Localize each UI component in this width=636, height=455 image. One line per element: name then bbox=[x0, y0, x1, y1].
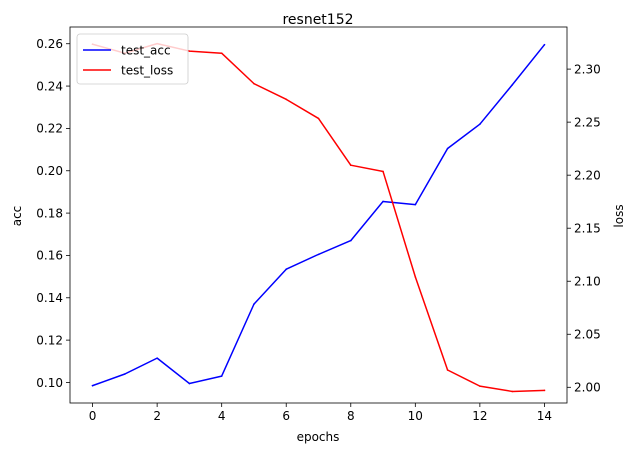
x-axis-label: epochs bbox=[297, 430, 340, 444]
data-point-test_acc-6 bbox=[285, 268, 288, 270]
y-right-tick-label: 2.25 bbox=[574, 115, 601, 129]
data-point-test_loss-7 bbox=[317, 117, 320, 120]
data-point-test_acc-2 bbox=[156, 357, 158, 359]
data-point-test_acc-5 bbox=[253, 303, 255, 305]
data-point-test_loss-13 bbox=[511, 390, 513, 393]
y-left-tick-label: 0.12 bbox=[36, 333, 63, 347]
data-point-test_acc-8 bbox=[349, 239, 352, 242]
data-point-test_loss-9 bbox=[382, 170, 384, 173]
data-point-test_acc-14 bbox=[543, 43, 546, 46]
x-tick-label: 12 bbox=[472, 409, 487, 423]
y-axis-label-left: acc bbox=[10, 206, 24, 227]
y-right-tick-label: 2.30 bbox=[574, 62, 601, 76]
x-tick-label: 2 bbox=[153, 409, 161, 423]
data-point-test_loss-14 bbox=[543, 389, 546, 392]
legend-box bbox=[76, 33, 189, 85]
data-point-test_acc-0 bbox=[91, 384, 94, 387]
x-tick-label: 10 bbox=[408, 409, 423, 423]
data-point-test_loss-4 bbox=[220, 52, 223, 54]
data-point-test_loss-10 bbox=[414, 276, 417, 278]
plot-frame bbox=[69, 26, 568, 404]
data-point-test_loss-6 bbox=[285, 98, 288, 101]
y-left-tick-label: 0.10 bbox=[36, 376, 63, 390]
x-tick-label: 8 bbox=[347, 409, 355, 423]
data-point-test_acc-13 bbox=[511, 84, 513, 86]
data-point-test_loss-5 bbox=[253, 82, 255, 85]
y-left-tick-label: 0.18 bbox=[36, 206, 63, 220]
data-point-test_acc-11 bbox=[446, 147, 449, 150]
y-left-tick-label: 0.24 bbox=[36, 79, 63, 93]
x-tick-label: 0 bbox=[89, 409, 97, 423]
y-right-tick-label: 2.15 bbox=[574, 222, 601, 236]
y-left-tick-label: 0.20 bbox=[36, 164, 63, 178]
x-tick-label: 6 bbox=[282, 409, 290, 423]
y-right-tick-label: 2.00 bbox=[574, 381, 601, 395]
data-point-test_acc-7 bbox=[317, 253, 320, 256]
y-left-tick-label: 0.22 bbox=[36, 122, 63, 136]
data-point-test_loss-3 bbox=[188, 50, 191, 52]
data-point-test_loss-11 bbox=[446, 369, 449, 371]
data-point-test_acc-9 bbox=[382, 200, 384, 203]
data-point-test_acc-4 bbox=[220, 375, 223, 377]
data-point-test_acc-12 bbox=[479, 123, 481, 125]
y-right-tick-label: 2.20 bbox=[574, 168, 601, 182]
data-point-test_acc-1 bbox=[124, 373, 126, 375]
data-point-test_loss-12 bbox=[479, 385, 481, 387]
chart-title: resnet152 bbox=[282, 12, 353, 28]
y-right-tick-label: 2.05 bbox=[574, 328, 601, 342]
legend: test_acc test_loss bbox=[76, 33, 189, 85]
x-tick-label: 4 bbox=[218, 409, 226, 423]
plot-area: 0 2 4 6 8 10 12 14 0.10 0.12 0.14 0.16 0.18 0.20 0.22 0… bbox=[36, 26, 601, 423]
legend-label-test_loss: test_loss bbox=[121, 63, 173, 77]
data-point-test_acc-10 bbox=[414, 203, 417, 206]
data-point-test_loss-8 bbox=[349, 164, 352, 167]
legend-label-test_acc: test_acc bbox=[121, 43, 171, 57]
y-right-tick-label: 2.10 bbox=[574, 275, 601, 289]
y-left-tick-label: 0.14 bbox=[36, 291, 63, 305]
data-point-test_acc-3 bbox=[188, 382, 191, 385]
x-tick-label: 14 bbox=[537, 409, 552, 423]
y-axis-label-right: loss bbox=[612, 204, 626, 227]
y-left-tick-label: 0.16 bbox=[36, 249, 63, 263]
y-left-tick-label: 0.26 bbox=[36, 37, 63, 51]
plot-background bbox=[70, 27, 567, 403]
